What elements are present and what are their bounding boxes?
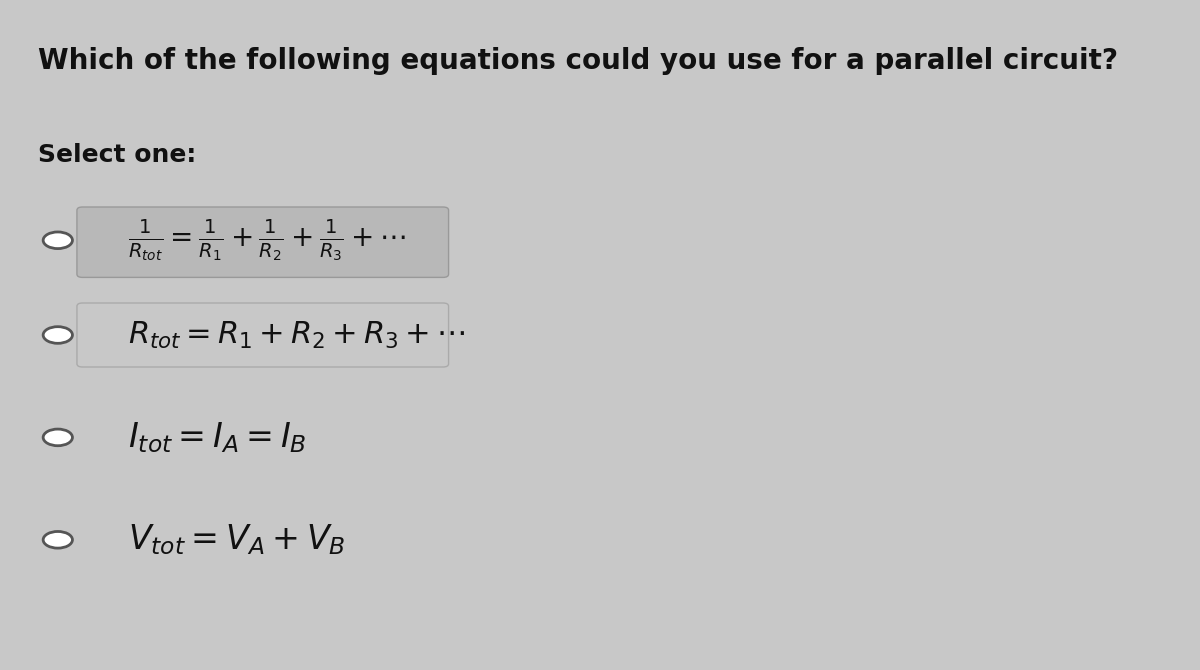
Text: Select one:: Select one: — [37, 143, 196, 167]
Text: Which of the following equations could you use for a parallel circuit?: Which of the following equations could y… — [37, 47, 1117, 75]
Circle shape — [44, 429, 71, 445]
Circle shape — [44, 328, 71, 342]
Text: $\frac{1}{R_{tot}} = \frac{1}{R_1} + \frac{1}{R_2} + \frac{1}{R_3} + \cdots$: $\frac{1}{R_{tot}} = \frac{1}{R_1} + \fr… — [127, 218, 406, 263]
Text: $R_{tot} = R_1 + R_2 + R_3 + \cdots$: $R_{tot} = R_1 + R_2 + R_3 + \cdots$ — [127, 320, 464, 350]
FancyBboxPatch shape — [77, 303, 449, 367]
FancyBboxPatch shape — [77, 207, 449, 277]
Text: $V_{tot} = V_A + V_B$: $V_{tot} = V_A + V_B$ — [127, 523, 346, 557]
Circle shape — [44, 532, 71, 547]
Circle shape — [44, 232, 71, 248]
Text: $I_{tot} = I_A = I_B$: $I_{tot} = I_A = I_B$ — [127, 420, 306, 455]
